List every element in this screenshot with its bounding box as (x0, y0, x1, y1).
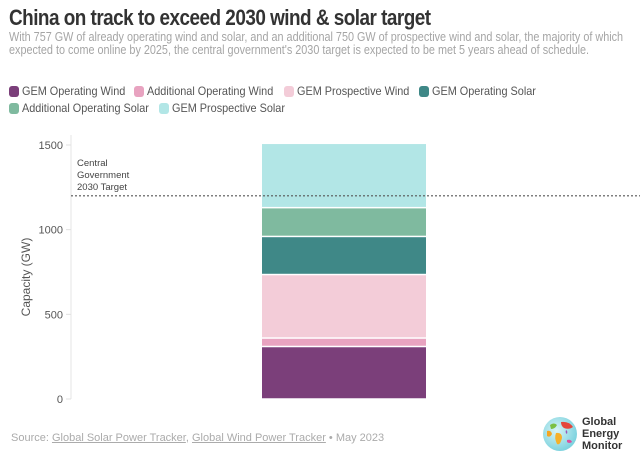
bar-segment-additional-operating-solar (262, 208, 426, 236)
legend-swatch (283, 86, 294, 97)
legend-item-additional-operating-wind[interactable]: Additional Operating Wind (134, 85, 277, 98)
bar-segment-gem-prospective-wind (262, 275, 426, 338)
y-tick-label: 500 (45, 309, 63, 321)
y-axis-title: Capacity (GW) (19, 238, 33, 317)
legend-row-1: GEM Operating Wind Additional Operating … (9, 83, 640, 100)
legend: GEM Operating Wind Additional Operating … (9, 83, 640, 117)
bar-segment-gem-operating-solar (262, 237, 426, 274)
target-label: 2030 Target (77, 182, 127, 193)
logo-line: Energy (582, 428, 620, 440)
legend-label: Additional Operating Wind (147, 85, 274, 98)
bar-segment-gem-prospective-solar (262, 144, 426, 207)
legend-item-gem-operating-wind[interactable]: GEM Operating Wind (9, 85, 127, 98)
source-link-solar-tracker[interactable]: Global Solar Power Tracker (51, 432, 186, 444)
legend-row-2: Additional Operating Solar GEM Prospecti… (9, 100, 640, 117)
legend-label: GEM Prospective Solar (172, 102, 286, 115)
legend-label: GEM Operating Wind (22, 85, 126, 98)
target-label: Central (77, 158, 108, 169)
bar-segment-gem-operating-wind (262, 347, 426, 399)
source-prefix: Source: (11, 432, 52, 444)
chart-title: China on track to exceed 2030 wind & sol… (9, 5, 431, 30)
legend-swatch (9, 103, 19, 114)
legend-swatch (418, 86, 429, 97)
source-date: • May 2023 (325, 432, 385, 444)
legend-swatch (159, 103, 170, 114)
y-tick-label: 0 (57, 394, 63, 406)
logo-line: Global (582, 416, 617, 428)
gem-logo: Global Energy Monitor (542, 415, 637, 455)
legend-item-gem-prospective-solar[interactable]: GEM Prospective Solar (159, 102, 287, 115)
logo-text: Global Energy Monitor (582, 416, 622, 452)
source-footer: Source: Global Solar Power Tracker, Glob… (11, 432, 384, 444)
globe-icon (543, 417, 577, 451)
legend-swatch (134, 86, 145, 97)
legend-label: Additional Operating Solar (22, 102, 149, 115)
chart-subtitle: With 757 GW of already operating wind an… (9, 30, 624, 57)
target-label: Government (77, 170, 130, 181)
source-separator: , (185, 432, 192, 444)
legend-item-gem-prospective-wind[interactable]: GEM Prospective Wind (283, 85, 412, 98)
bar-segment-additional-operating-wind (262, 338, 426, 346)
legend-item-gem-operating-solar[interactable]: GEM Operating Solar (418, 85, 538, 98)
y-axis: 0 500 1000 1500 (39, 135, 72, 406)
legend-label: GEM Operating Solar (431, 85, 536, 98)
y-tick-label: 1000 (39, 225, 63, 237)
logo-line: Monitor (582, 440, 623, 452)
legend-swatch (9, 86, 19, 97)
y-tick-label: 1500 (39, 140, 63, 152)
stacked-bar (262, 144, 426, 399)
source-link-wind-tracker[interactable]: Global Wind Power Tracker (191, 432, 326, 444)
legend-label: GEM Prospective Wind (296, 85, 410, 98)
legend-item-additional-operating-solar[interactable]: Additional Operating Solar (9, 102, 152, 115)
